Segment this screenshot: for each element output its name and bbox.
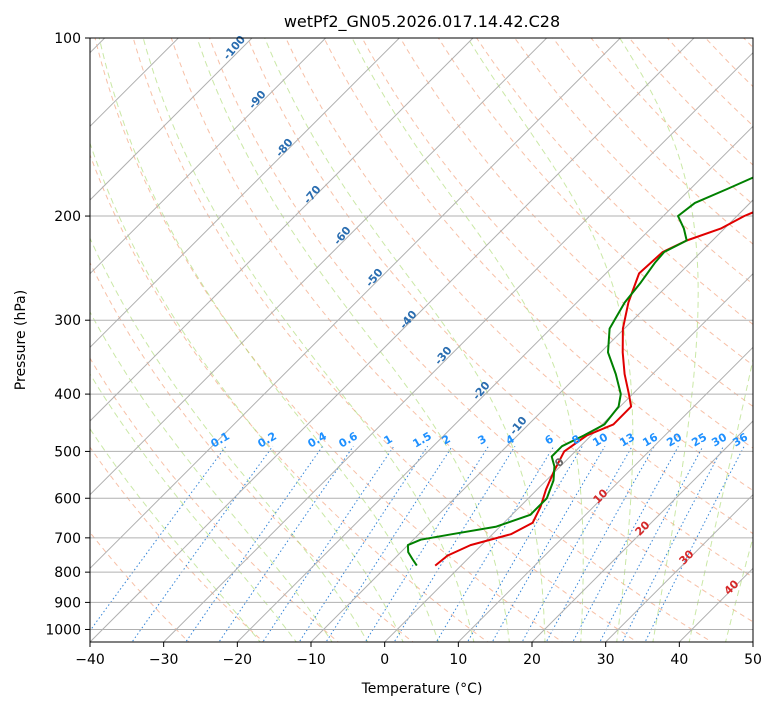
dry-adiabat-line	[247, 38, 753, 578]
mixing-ratio-line	[364, 445, 489, 642]
x-tick-label: −30	[149, 652, 179, 668]
y-tick-label: 900	[54, 595, 81, 611]
dry-adiabat-line	[285, 38, 753, 535]
isotherm-line	[605, 493, 753, 642]
isotherm-line	[457, 346, 753, 642]
y-tick-label: 300	[54, 313, 81, 329]
mixing-ratio-line	[466, 445, 583, 642]
plot-background	[90, 38, 753, 642]
x-tick-label: 0	[380, 652, 389, 668]
y-tick-label: 200	[54, 209, 81, 225]
mixing-ratio-line	[262, 445, 395, 642]
dry-adiabat-line	[323, 38, 753, 492]
mixing-ratio-line	[435, 445, 555, 642]
moist-adiabat-line	[90, 236, 369, 642]
dry-adiabat-line	[399, 38, 753, 408]
isotherm-line	[236, 125, 753, 642]
x-tick-label: 40	[670, 652, 688, 668]
plot-frame	[89, 37, 754, 643]
dry-adiabat-line	[208, 38, 753, 623]
y-tick-label: 800	[54, 565, 81, 581]
mixing-ratio-line	[90, 445, 227, 632]
chart-title: wetPf2_GN05.2026.017.14.42.C28	[284, 12, 560, 32]
x-tick-label: −40	[75, 652, 105, 668]
y-tick-label: 500	[54, 444, 81, 460]
isotherm-line	[163, 51, 753, 642]
isotherm-line	[310, 199, 753, 642]
dewpoint-profile	[406, 176, 753, 567]
mixing-ratio-line	[298, 445, 429, 642]
isotherm-line	[90, 38, 695, 642]
isotherm-line	[90, 38, 253, 201]
x-tick-label: 20	[523, 652, 541, 668]
isotherm-line	[90, 38, 548, 496]
mixing-ratio-line	[572, 445, 679, 642]
y-tick-label: 1000	[45, 622, 81, 638]
isotherm-line	[90, 38, 327, 275]
x-tick-label: 30	[597, 652, 615, 668]
y-axis-label: Pressure (hPa)	[13, 290, 29, 390]
isotherm-line	[90, 38, 400, 349]
mixing-ratio-line	[325, 445, 453, 642]
x-tick-label: −20	[223, 652, 253, 668]
isotherm-line	[90, 38, 621, 570]
mixing-ratio-line	[218, 445, 354, 642]
dry-adiabat-line	[769, 25, 775, 645]
isotherm-line	[752, 641, 753, 642]
x-axis-label: Temperature (°C)	[361, 681, 483, 697]
x-tick-label: 50	[744, 652, 762, 668]
isotherm-line	[90, 38, 474, 422]
mixing-ratio-line	[185, 445, 324, 642]
mixing-ratio-line	[599, 445, 704, 642]
x-tick-label: 10	[449, 652, 467, 668]
x-tick-label: −10	[296, 652, 326, 668]
dry-adiabat-line	[90, 153, 489, 642]
dry-adiabat-line	[170, 38, 713, 642]
y-tick-label: 600	[54, 491, 81, 507]
y-tick-label: 400	[54, 387, 81, 403]
mixing-ratio-line	[393, 445, 516, 642]
y-tick-label: 700	[54, 531, 81, 547]
isotherm-line	[531, 420, 753, 642]
y-tick-label: 100	[54, 31, 81, 47]
